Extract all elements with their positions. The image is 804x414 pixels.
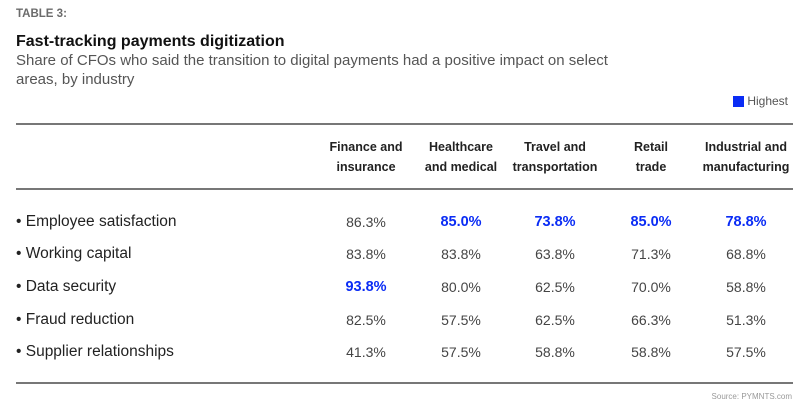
column-header-line2: transportation — [512, 160, 598, 174]
table-cell: 41.3% — [346, 344, 386, 360]
table-cell: 62.5% — [535, 312, 575, 328]
table-cell: 57.5% — [726, 344, 766, 360]
table-cell: 78.8% — [725, 214, 767, 230]
table-row: • Employee satisfaction 86.3% 85.0% 73.8% 85… — [16, 213, 793, 245]
column-header-line2: insurance — [336, 160, 396, 174]
table-cell: 58.8% — [726, 279, 766, 295]
header-rule — [16, 188, 793, 190]
column-header-line1: Healthcare — [429, 140, 493, 154]
table-cell: 62.5% — [535, 279, 575, 295]
table-cell: 83.8% — [441, 246, 481, 262]
table-cell: 66.3% — [631, 312, 671, 328]
table-cell: 58.8% — [535, 344, 575, 360]
column-header: Retail trade — [603, 137, 699, 177]
table-cell: 70.0% — [631, 279, 671, 295]
legend: Highest — [733, 94, 788, 108]
table-cell: 63.8% — [535, 246, 575, 262]
table-cell: 58.8% — [631, 344, 671, 360]
column-header: Industrial and manufacturing — [698, 137, 794, 177]
table-cell: 83.8% — [346, 246, 386, 262]
column-header-line1: Retail — [633, 140, 669, 154]
column-header-line2: trade — [635, 160, 667, 174]
row-label: • Supplier relationships — [16, 343, 174, 360]
table-row: • Working capital 83.8% 83.8% 63.8% 71.3% 68.… — [16, 245, 793, 277]
table-cell: 80.0% — [441, 279, 481, 295]
table-cell: 51.3% — [726, 312, 766, 328]
column-header: Healthcare and medical — [413, 137, 509, 177]
column-header-line1: Travel and — [524, 140, 586, 154]
table-cell: 68.8% — [726, 246, 766, 262]
legend-swatch — [733, 95, 745, 107]
table-cell: 85.0% — [440, 214, 482, 230]
table-row: • Fraud reduction 82.5% 57.5% 62.5% 66.3% 51.… — [16, 311, 793, 343]
row-label: • Data security — [16, 278, 117, 295]
table-cell: 57.5% — [441, 344, 481, 360]
column-header-line2: and medical — [424, 160, 498, 174]
row-label: • Fraud reduction — [16, 311, 135, 328]
table-cell: 73.8% — [534, 214, 576, 230]
column-header-line1: Finance and — [329, 140, 403, 154]
source-note: Source: PYMNTS.com — [711, 392, 792, 401]
table-cell: 57.5% — [441, 312, 481, 328]
table-cell: 86.3% — [346, 214, 386, 230]
table-cell: 85.0% — [630, 214, 672, 230]
table-row: • Supplier relationships 41.3% 57.5% 58.8% 5… — [16, 343, 793, 375]
row-label: • Employee satisfaction — [16, 213, 177, 230]
bottom-rule — [16, 382, 793, 384]
table-cell: 71.3% — [631, 246, 671, 262]
legend-label: Highest — [747, 94, 788, 108]
column-header-line2: manufacturing — [702, 160, 790, 174]
row-label: • Working capital — [16, 245, 132, 262]
table-title: Fast-tracking payments digitization — [16, 33, 285, 50]
column-header-line1: Industrial and — [705, 140, 787, 154]
table-cell: 82.5% — [346, 312, 386, 328]
table-label: TABLE 3: — [16, 8, 67, 20]
column-header: Travel and transportation — [507, 137, 603, 177]
table-subtitle: Share of CFOs who said the transition to… — [16, 52, 608, 88]
top-rule — [16, 123, 793, 125]
table-row: • Data security 93.8% 80.0% 62.5% 70.0% 58.8% — [16, 278, 793, 310]
table-cell: 93.8% — [345, 279, 387, 295]
column-header: Finance and insurance — [318, 137, 414, 177]
